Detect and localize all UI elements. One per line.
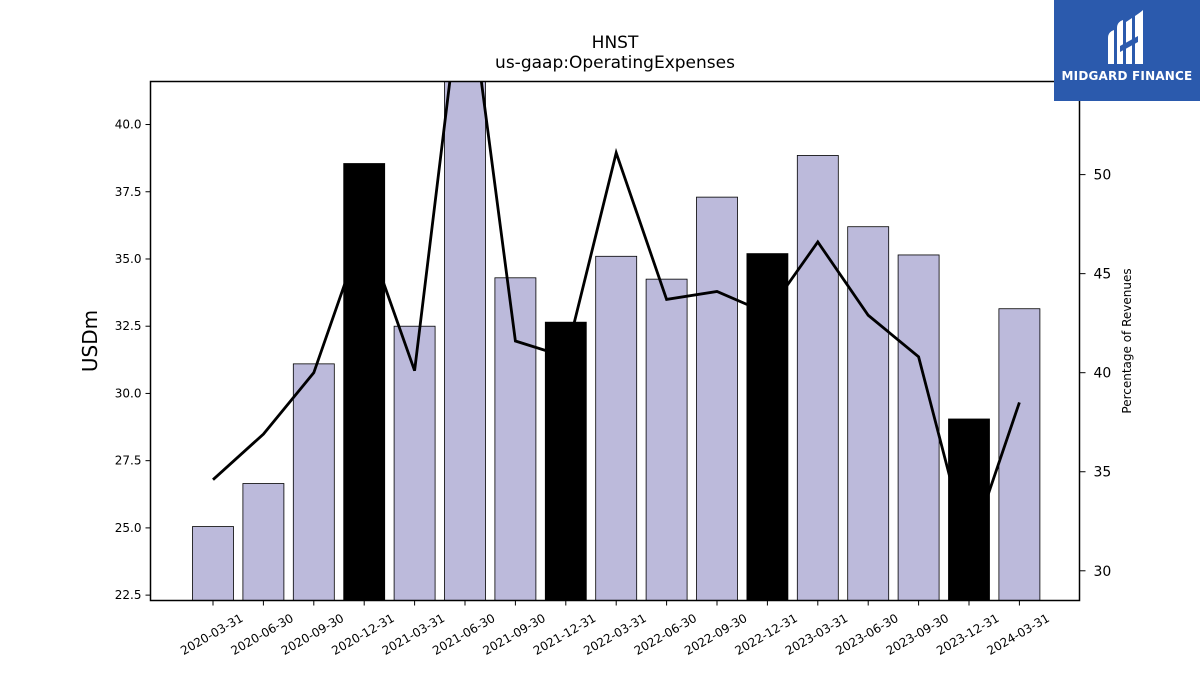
bar-2021-03-31 (393, 325, 436, 601)
midgard-finance-logo: MIDGARD FINANCE (1054, 0, 1200, 101)
percentage-line (212, 81, 1021, 556)
chart-subtitle: us-gaap:OperatingExpenses (495, 53, 735, 73)
x-axis-ticks: 2020-03-312020-06-302020-09-302020-12-31… (178, 600, 1052, 658)
bar-2020-09-30 (292, 363, 335, 601)
logo-mark-icon (1108, 10, 1143, 64)
y2-tick-label: 50 (1094, 168, 1112, 184)
bar-2022-03-31 (595, 255, 638, 601)
y-tick-label: 35.0 (115, 252, 142, 266)
bar-2021-09-30 (494, 277, 537, 601)
bar-2023-09-30 (897, 254, 940, 601)
y2-axis-label: Percentage of Revenues (1120, 268, 1134, 413)
bar-2022-09-30 (696, 196, 738, 601)
y2-tick-label: 40 (1094, 366, 1112, 382)
y-tick-label: 37.5 (115, 185, 142, 199)
y-tick-label: 40.0 (115, 118, 142, 132)
y-tick-label: 32.5 (115, 319, 142, 333)
y2-axis-ticks: 30 35 40 45 50 (1079, 168, 1112, 580)
logo-text: MIDGARD FINANCE (1061, 69, 1193, 83)
y-tick-label: 22.5 (115, 588, 142, 602)
y-tick-label: 25.0 (115, 521, 142, 535)
y-axis-ticks: 22.5 25.0 27.5 30.0 32.5 35.0 37.5 40.0 (115, 118, 151, 602)
y-axis-label: USDm (78, 310, 102, 372)
bar-2024-03-31 (998, 308, 1041, 601)
bar-2020-06-30 (242, 483, 285, 601)
y2-tick-label: 45 (1094, 267, 1112, 283)
y-tick-label: 30.0 (115, 386, 142, 400)
y2-tick-label: 30 (1094, 564, 1112, 580)
bar-2020-12-31 (343, 163, 386, 601)
y-tick-label: 27.5 (115, 454, 142, 468)
plot-frame (149, 80, 1081, 602)
chart-title: HNST (592, 33, 639, 53)
bar-2023-03-31 (796, 155, 839, 601)
bar-2020-03-31 (192, 526, 234, 601)
bar-2023-06-30 (847, 226, 890, 601)
bar-2021-12-31 (544, 321, 587, 601)
y2-tick-label: 35 (1094, 465, 1112, 481)
bar-2022-06-30 (645, 278, 688, 601)
bar-series (192, 81, 1041, 601)
line-series (212, 81, 1021, 556)
bar-2021-06-30 (444, 81, 486, 601)
